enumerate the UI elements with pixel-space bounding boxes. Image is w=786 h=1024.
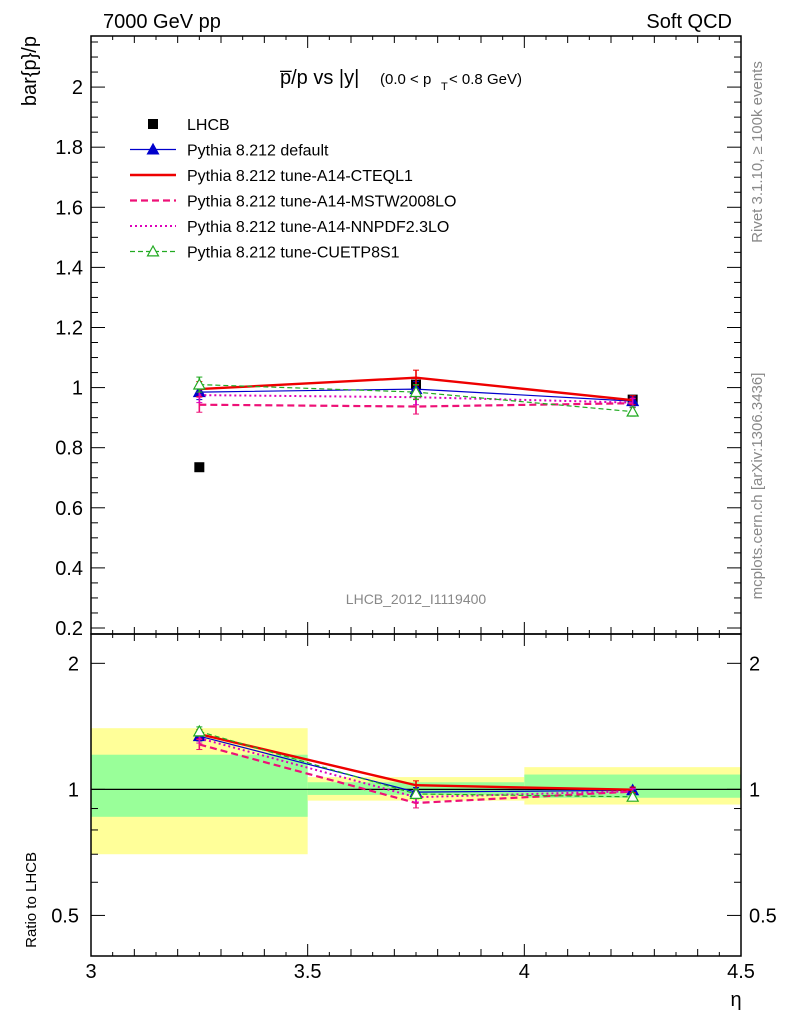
main-y-tick-label: 0.8 [55, 438, 83, 460]
main-title: p̅/p vs |y| (0.0 < p T < 0.8 GeV) [280, 67, 522, 93]
ratio-y-tick-label-right: 0.5 [749, 905, 777, 927]
ratio-band-green-0 [91, 754, 308, 817]
main-y-tick-label: 0.6 [55, 498, 83, 520]
ratio-ylabel: Ratio to LHCB [23, 852, 40, 948]
main-title-sub: (0.0 < p [380, 71, 431, 88]
data-point [194, 462, 205, 473]
analysis-watermark: LHCB_2012_I1119400 [346, 591, 487, 607]
ratio-series-point [192, 724, 206, 737]
main-series-point [626, 404, 640, 417]
legend-label-2: Pythia 8.212 tune-A14-MSTW2008LO [187, 194, 456, 211]
ratio-y-tick-label-left: 2 [68, 653, 79, 675]
legend-marker-4 [146, 244, 160, 257]
main-y-tick-label: 1.6 [55, 197, 83, 219]
main-series-line-2 [199, 402, 633, 408]
legend-marker-data [148, 119, 158, 129]
x-tick-label: 3 [85, 961, 96, 983]
x-tick-label: 3.5 [294, 961, 322, 983]
main-series-point [192, 377, 206, 390]
main-y-tick-label: 0.2 [55, 618, 83, 640]
ratio-plot: 3 3.5 4 4.5 0.5 0.5 1 1 2 2 [51, 633, 777, 983]
ratio-series-point [409, 787, 423, 799]
legend: LHCB Pythia 8.212 default Pythia 8.212 tun… [130, 117, 456, 262]
legend-label-data: LHCB [187, 117, 230, 134]
main-title-sub-index: T [441, 81, 448, 93]
main-y-tick-label: 1 [72, 378, 83, 400]
main-y-tick-label: 1.4 [55, 257, 83, 279]
main-y-tick-label: 0.4 [55, 558, 83, 580]
legend-label-0: Pythia 8.212 default [187, 143, 329, 160]
main-y-tick-label: 1.8 [55, 137, 83, 159]
header-right: Soft QCD [646, 11, 732, 33]
ratio-series-point [626, 790, 640, 802]
x-tick-label: 4.5 [727, 961, 755, 983]
legend-label-4: Pythia 8.212 tune-CUETP8S1 [187, 245, 400, 262]
x-axis-title: η [730, 989, 741, 1011]
rivet-label: Rivet 3.1.10, ≥ 100k events [749, 61, 766, 243]
legend-marker-0 [146, 142, 160, 155]
main-plot: 0.2 0.4 0.6 0.8 1 1.2 1.4 1.6 1.8 2 [55, 35, 742, 640]
main-title-sub-end: < 0.8 GeV) [449, 71, 522, 88]
main-ylabel: bar{p}/p [19, 36, 41, 106]
legend-label-1: Pythia 8.212 tune-A14-CTEQL1 [187, 168, 413, 185]
ratio-y-tick-label-left: 0.5 [51, 905, 79, 927]
header-left: 7000 GeV pp [103, 11, 221, 33]
main-y-tick-label: 1.2 [55, 317, 83, 339]
main-title-text: p̅/p vs |y| [280, 67, 359, 89]
main-y-tick-label: 2 [72, 77, 83, 99]
ratio-y-tick-label-left: 1 [68, 779, 79, 801]
mcplots-label: mcplots.cern.ch [arXiv:1306.3436] [749, 373, 766, 600]
ratio-y-tick-label-right: 1 [749, 779, 760, 801]
legend-label-3: Pythia 8.212 tune-A14-NNPDF2.3LO [187, 219, 449, 236]
main-series-point [409, 385, 423, 398]
ratio-y-tick-label-right: 2 [749, 653, 760, 675]
x-tick-label: 4 [519, 961, 530, 983]
